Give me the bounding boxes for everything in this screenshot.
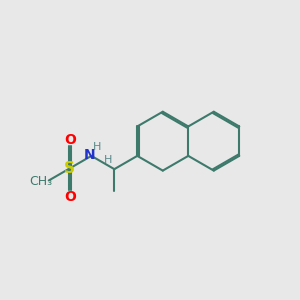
Text: S: S <box>64 161 75 176</box>
Text: CH₃: CH₃ <box>29 176 52 188</box>
Text: H: H <box>92 142 101 152</box>
Text: N: N <box>83 148 95 162</box>
Text: H: H <box>104 155 112 165</box>
Text: O: O <box>64 190 76 204</box>
Text: O: O <box>64 133 76 147</box>
